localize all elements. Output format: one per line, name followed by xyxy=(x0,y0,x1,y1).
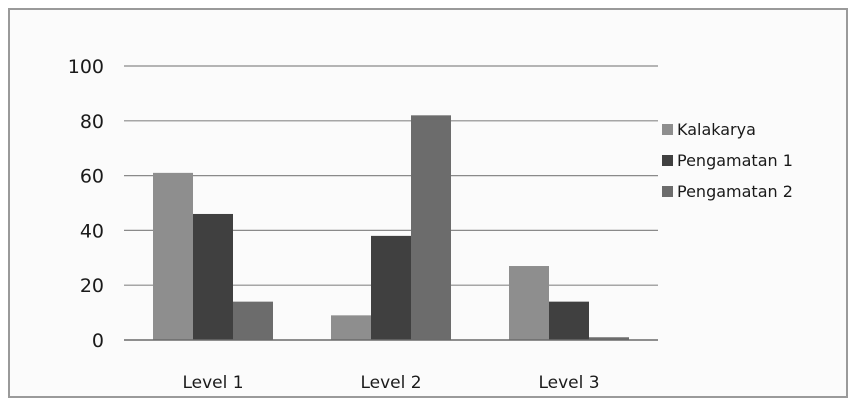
x-category-label: Level 1 xyxy=(182,373,243,393)
bar-pengamatan-2-level-1 xyxy=(233,301,273,340)
bar-kalakarya-level-1 xyxy=(153,172,193,340)
y-tick-label: 0 xyxy=(92,330,104,352)
legend-label: Pengamatan 2 xyxy=(677,182,793,201)
bar-kalakarya-level-2 xyxy=(331,315,371,340)
x-axis-categories: Level 1 Level 2 Level 3 xyxy=(182,373,599,393)
bar-pengamatan-2-level-2 xyxy=(411,115,451,340)
legend-swatch xyxy=(662,124,673,135)
bar-pengamatan-1-level-3 xyxy=(549,301,589,340)
y-tick-label: 100 xyxy=(68,56,104,78)
x-category-label: Level 3 xyxy=(538,373,599,393)
legend-swatch xyxy=(662,155,673,166)
bar-kalakarya-level-3 xyxy=(509,266,549,340)
legend-item: Pengamatan 1 xyxy=(662,151,793,170)
x-category-label: Level 2 xyxy=(360,373,421,393)
legend-label: Kalakarya xyxy=(677,120,756,139)
y-tick-label: 80 xyxy=(80,111,104,133)
y-axis-ticks: 0 20 40 60 80 100 xyxy=(68,56,104,352)
bar-pengamatan-2-level-3 xyxy=(589,337,629,340)
legend-label: Pengamatan 1 xyxy=(677,151,793,170)
legend-item: Kalakarya xyxy=(662,120,756,139)
y-tick-label: 20 xyxy=(80,275,104,297)
bar-pengamatan-1-level-1 xyxy=(193,213,233,340)
bars xyxy=(153,115,629,340)
legend-item: Pengamatan 2 xyxy=(662,182,793,201)
y-tick-label: 60 xyxy=(80,166,104,188)
bar-pengamatan-1-level-2 xyxy=(371,235,411,340)
legend-swatch xyxy=(662,186,673,197)
legend: Kalakarya Pengamatan 1 Pengamatan 2 xyxy=(662,120,793,201)
y-tick-label: 40 xyxy=(80,220,104,242)
